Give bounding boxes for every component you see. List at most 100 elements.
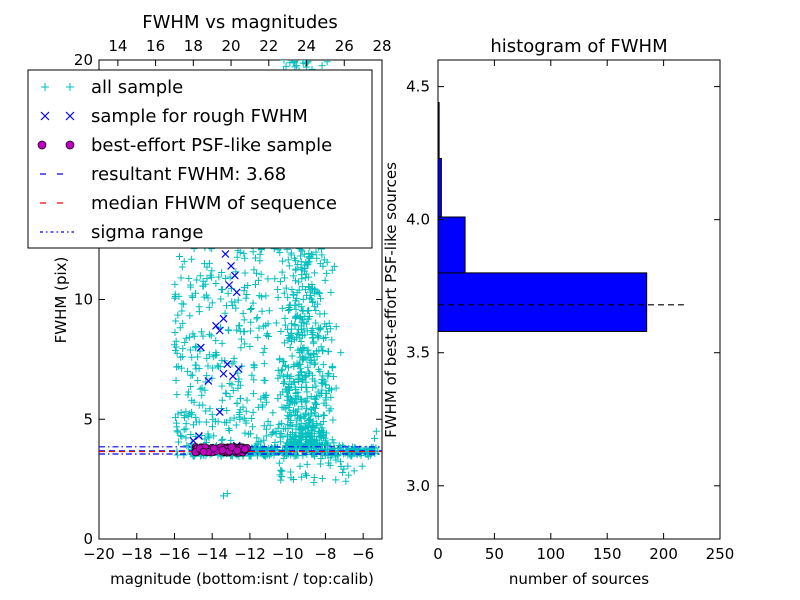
all-sample-point <box>241 429 249 437</box>
all-sample-point <box>197 328 205 336</box>
all-sample-point <box>284 383 292 391</box>
rough-sample-point <box>195 432 203 440</box>
all-sample-point <box>240 316 248 324</box>
legend-label: sigma range <box>91 222 203 243</box>
all-sample-point <box>294 362 302 370</box>
all-sample-point <box>178 307 186 315</box>
all-sample-point <box>277 466 285 474</box>
rough-sample-point <box>227 262 235 270</box>
x-tick-label: 250 <box>706 545 735 563</box>
all-sample-point <box>305 350 313 358</box>
x-tick-label: −18 <box>121 545 153 563</box>
all-sample-point <box>266 421 274 429</box>
left-title: FWHM vs magnitudes <box>142 12 337 33</box>
all-sample-point <box>291 378 299 386</box>
all-sample-point <box>279 373 287 381</box>
all-sample-point <box>184 412 192 420</box>
y-tick-label: 4.0 <box>406 211 430 229</box>
all-sample-point <box>326 454 334 462</box>
legend-label: resultant FWHM: 3.68 <box>91 164 286 185</box>
all-sample-point <box>300 346 308 354</box>
y-tick-label: 4.5 <box>406 78 430 96</box>
legend-entry: all sample <box>41 77 183 98</box>
all-sample-point <box>292 277 300 285</box>
all-sample-point <box>322 389 330 397</box>
all-sample-point <box>247 327 255 335</box>
x-tick-label: −14 <box>196 545 228 563</box>
all-sample-point <box>189 293 197 301</box>
x-tick-label: 200 <box>649 545 678 563</box>
all-sample-point <box>175 253 183 261</box>
all-sample-point <box>269 429 277 437</box>
all-sample-point <box>305 433 313 441</box>
all-sample-point <box>311 404 319 412</box>
all-sample-point <box>280 358 288 366</box>
all-sample-point <box>171 328 179 336</box>
all-sample-point <box>198 384 206 392</box>
all-sample-point <box>171 341 179 349</box>
all-sample-point <box>288 422 296 430</box>
all-sample-point <box>306 416 314 424</box>
all-sample-point <box>243 396 251 404</box>
all-sample-point <box>196 385 204 393</box>
all-sample-point <box>332 476 340 484</box>
all-sample-point <box>274 366 282 374</box>
all-sample-point <box>249 299 257 307</box>
all-sample-point <box>225 425 233 433</box>
x-tick-label: −10 <box>272 545 304 563</box>
all-sample-point <box>212 279 220 287</box>
all-sample-point <box>314 388 322 396</box>
all-sample-point <box>325 407 333 415</box>
all-sample-point <box>305 411 313 419</box>
all-sample-point <box>305 306 313 314</box>
all-sample-point <box>312 306 320 314</box>
all-sample-point <box>301 60 309 68</box>
all-sample-point <box>318 347 326 355</box>
all-sample-point <box>348 452 356 460</box>
top-tick-label: 22 <box>259 37 278 55</box>
all-sample-point <box>276 356 284 364</box>
all-sample-point <box>297 412 305 420</box>
all-sample-point <box>289 475 297 483</box>
all-sample-point <box>185 275 193 283</box>
all-sample-point <box>242 294 250 302</box>
all-sample-point <box>256 443 264 451</box>
all-sample-point <box>188 371 196 379</box>
all-sample-point <box>284 256 292 264</box>
all-sample-point <box>274 443 282 451</box>
all-sample-point <box>278 366 286 374</box>
all-sample-point <box>203 263 211 271</box>
all-sample-point <box>181 338 189 346</box>
all-sample-point <box>247 305 255 313</box>
all-sample-point <box>199 332 207 340</box>
all-sample-point <box>190 332 198 340</box>
all-sample-point <box>342 477 350 485</box>
all-sample-point <box>303 423 311 431</box>
all-sample-point <box>200 260 208 268</box>
all-sample-point <box>322 322 330 330</box>
all-sample-point <box>298 396 306 404</box>
all-sample-point <box>250 362 258 370</box>
all-sample-point <box>281 425 289 433</box>
all-sample-point <box>269 409 277 417</box>
all-sample-point <box>306 313 314 321</box>
legend-entry: sigma range <box>40 222 203 243</box>
all-sample-point <box>303 397 311 405</box>
all-sample-point <box>250 446 258 454</box>
all-sample-point <box>310 451 318 459</box>
all-sample-point <box>302 286 310 294</box>
all-sample-point <box>298 473 306 481</box>
all-sample-point <box>343 446 351 454</box>
all-sample-point <box>274 395 282 403</box>
all-sample-point <box>302 472 310 480</box>
all-sample-point <box>187 382 195 390</box>
all-sample-point <box>174 451 182 459</box>
all-sample-point <box>274 293 282 301</box>
all-sample-point <box>186 333 194 341</box>
x-tick-label: −6 <box>352 545 374 563</box>
all-sample-point <box>313 400 321 408</box>
rough-sample-point <box>225 281 234 290</box>
all-sample-point <box>243 290 251 298</box>
y-tick-label: 3.5 <box>406 344 430 362</box>
